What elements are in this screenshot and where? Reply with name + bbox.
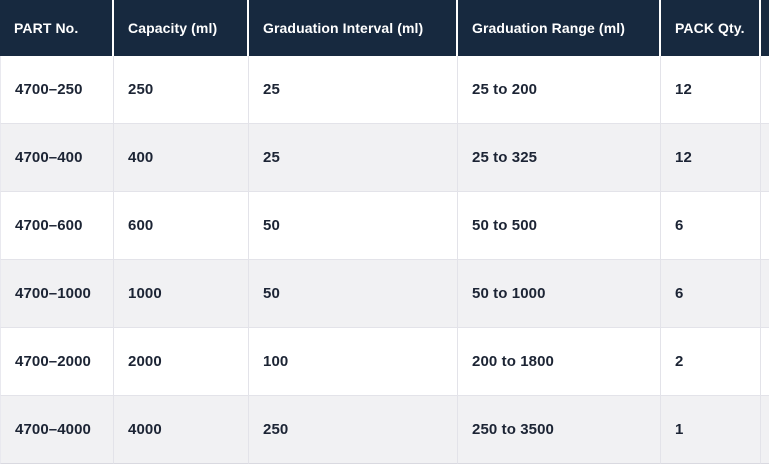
cell-capacity: 600	[114, 192, 249, 260]
cell-part-no: 4700–4000	[0, 396, 114, 464]
table-row: 4700–4000 4000 250 250 to 3500 1	[0, 396, 769, 464]
header-cell-pack-qty: PACK Qty.	[661, 0, 761, 56]
cell-pack-qty: 1	[661, 396, 761, 464]
cell-graduation-range: 50 to 1000	[458, 260, 661, 328]
cell-cutoff	[761, 124, 769, 192]
cell-graduation-range: 250 to 3500	[458, 396, 661, 464]
cell-cutoff	[761, 56, 769, 124]
cell-part-no: 4700–600	[0, 192, 114, 260]
header-cell-graduation-interval: Graduation Interval (ml)	[249, 0, 458, 56]
cell-part-no: 4700–1000	[0, 260, 114, 328]
cell-pack-qty: 6	[661, 192, 761, 260]
cell-capacity: 4000	[114, 396, 249, 464]
header-cell-cutoff	[761, 0, 769, 56]
cell-pack-qty: 12	[661, 124, 761, 192]
cell-graduation-interval: 50	[249, 260, 458, 328]
cell-pack-qty: 12	[661, 56, 761, 124]
header-cell-capacity: Capacity (ml)	[114, 0, 249, 56]
table-row: 4700–1000 1000 50 50 to 1000 6	[0, 260, 769, 328]
cell-cutoff	[761, 260, 769, 328]
cell-capacity: 1000	[114, 260, 249, 328]
cell-cutoff	[761, 396, 769, 464]
cell-cutoff	[761, 328, 769, 396]
cell-graduation-interval: 25	[249, 56, 458, 124]
header-cell-part-no: PART No.	[0, 0, 114, 56]
cell-graduation-interval: 100	[249, 328, 458, 396]
cell-cutoff	[761, 192, 769, 260]
cell-part-no: 4700–400	[0, 124, 114, 192]
header-cell-graduation-range: Graduation Range (ml)	[458, 0, 661, 56]
table-row: 4700–2000 2000 100 200 to 1800 2	[0, 328, 769, 396]
cell-graduation-range: 25 to 325	[458, 124, 661, 192]
cell-graduation-interval: 250	[249, 396, 458, 464]
cell-graduation-interval: 25	[249, 124, 458, 192]
header-row: PART No. Capacity (ml) Graduation Interv…	[0, 0, 769, 56]
cell-part-no: 4700–250	[0, 56, 114, 124]
cell-capacity: 250	[114, 56, 249, 124]
cell-graduation-range: 25 to 200	[458, 56, 661, 124]
cell-pack-qty: 2	[661, 328, 761, 396]
cell-graduation-interval: 50	[249, 192, 458, 260]
table-row: 4700–250 250 25 25 to 200 12	[0, 56, 769, 124]
cell-capacity: 400	[114, 124, 249, 192]
cell-graduation-range: 50 to 500	[458, 192, 661, 260]
table-row: 4700–600 600 50 50 to 500 6	[0, 192, 769, 260]
cell-part-no: 4700–2000	[0, 328, 114, 396]
table-row: 4700–400 400 25 25 to 325 12	[0, 124, 769, 192]
cell-capacity: 2000	[114, 328, 249, 396]
cell-pack-qty: 6	[661, 260, 761, 328]
cell-graduation-range: 200 to 1800	[458, 328, 661, 396]
